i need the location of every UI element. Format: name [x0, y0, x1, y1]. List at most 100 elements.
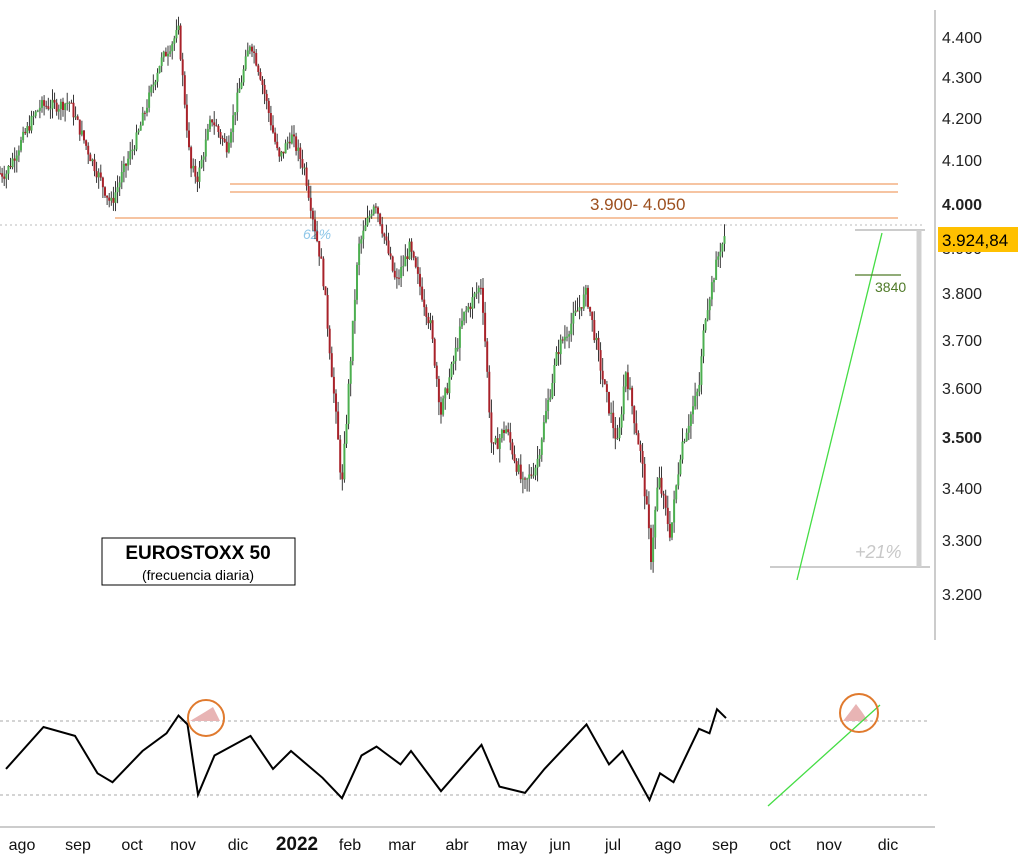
candle-body [513, 454, 516, 462]
candle-body [32, 115, 35, 117]
candle-body [217, 126, 220, 132]
candle-body [593, 320, 596, 341]
candle-body [395, 277, 398, 279]
y-tick-label: 3.800 [942, 286, 982, 303]
candle-body [198, 167, 201, 182]
candle-body [572, 313, 575, 324]
last-price-label: 3.924,84 [942, 231, 1008, 250]
trend-line [796, 232, 883, 581]
candle-body [248, 46, 251, 51]
candle-body [101, 177, 104, 188]
candle-body [234, 112, 237, 116]
candle-body [719, 251, 722, 257]
x-tick-label: mar [388, 837, 416, 854]
candle-body [175, 30, 178, 39]
candle-body [47, 106, 50, 109]
candle-body [687, 425, 690, 433]
last-price-box [938, 227, 1018, 252]
candle-body [99, 172, 102, 178]
candle-body [370, 213, 373, 216]
candle-body [110, 197, 113, 201]
candle-body [372, 206, 375, 214]
candle-body [479, 287, 482, 289]
y-tick-label: 4.400 [942, 30, 982, 47]
candle-body [673, 499, 676, 523]
candle-body [524, 478, 526, 480]
candle-body [150, 86, 153, 93]
candle-body [486, 341, 489, 372]
oscillator-highlight-2022 [839, 693, 879, 733]
candle-body [622, 386, 625, 415]
candle-body [620, 414, 623, 428]
candle-body [408, 241, 411, 259]
candle-body [360, 239, 363, 244]
candle-body [570, 323, 573, 335]
candle-body [393, 270, 396, 278]
candle-body [509, 432, 512, 443]
candle-body [402, 266, 405, 268]
candle-body [143, 112, 146, 114]
candle-body [288, 141, 291, 144]
candle-body [74, 116, 77, 118]
candle-body [316, 231, 319, 241]
candle-body [647, 504, 650, 529]
candle-body [24, 131, 27, 134]
candle-body [610, 412, 613, 414]
candle-body [635, 423, 638, 434]
candle-body [446, 388, 449, 394]
candle-body [85, 140, 88, 146]
candle-body [723, 236, 726, 244]
candle-body [496, 438, 499, 449]
candle-body [425, 307, 428, 317]
x-tick-label: abr [445, 837, 469, 854]
candle-body [389, 253, 392, 257]
candle-body [240, 82, 243, 89]
candle-body [542, 422, 545, 440]
candle-body [448, 377, 451, 394]
candle-body [326, 295, 329, 329]
candle-body [383, 233, 386, 237]
candle-body [461, 320, 463, 327]
candle-body [196, 176, 199, 182]
candle-body [440, 402, 442, 415]
candle-body [209, 119, 211, 130]
candle-body [654, 509, 657, 538]
candle-body [624, 372, 627, 387]
candle-body [492, 442, 495, 444]
candle-body [15, 155, 18, 161]
candle-body [643, 463, 646, 497]
candle-body [652, 537, 655, 562]
candle-body [458, 326, 461, 348]
candle-body [177, 25, 180, 30]
candle-body [433, 339, 436, 366]
candle-body [51, 99, 54, 109]
candle-body [704, 319, 707, 331]
candle-body [232, 115, 235, 133]
candle-body [17, 150, 20, 156]
candle-body [164, 51, 167, 57]
candle-body [93, 159, 96, 172]
oscillator-line [5, 707, 727, 803]
candle-body [435, 365, 438, 379]
candle-body [57, 109, 60, 112]
candle-body [311, 210, 314, 220]
candle-body [62, 101, 64, 110]
candle-body [34, 111, 37, 116]
candle-body [68, 102, 71, 104]
candle-body [696, 391, 699, 396]
candle-body [120, 172, 123, 183]
y-tick-label: 3.200 [942, 587, 982, 604]
candle-body [236, 92, 239, 113]
candle-body [83, 130, 85, 141]
candle-body [335, 393, 337, 412]
candle-body [561, 339, 564, 341]
candle-body [261, 79, 264, 85]
candle-body [64, 103, 67, 110]
candle-body [614, 428, 617, 439]
candle-body [278, 148, 281, 157]
candle-body [463, 311, 466, 321]
candle-body [221, 138, 224, 139]
candle-body [538, 454, 541, 459]
candle-body [204, 139, 207, 157]
candle-body [263, 84, 266, 94]
